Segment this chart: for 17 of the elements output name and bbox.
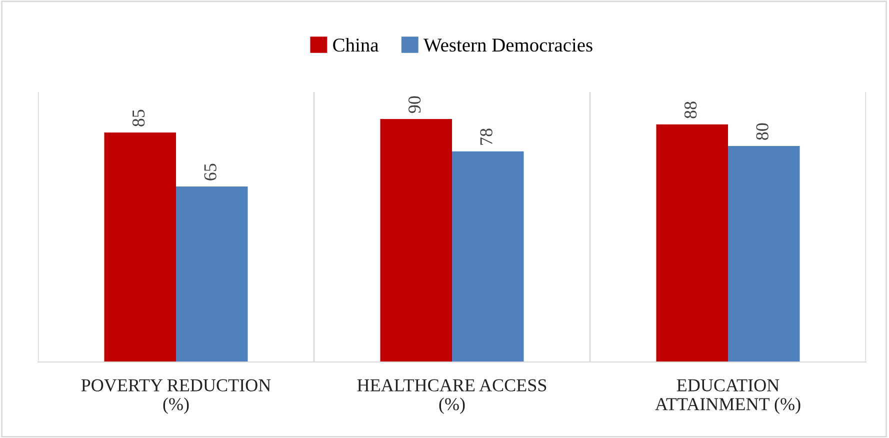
data-label: 90 bbox=[408, 96, 421, 114]
x-tick-label: HEALTHCARE ACCESS (%) bbox=[357, 379, 546, 414]
x-tick-label: POVERTY REDUCTION (%) bbox=[81, 379, 271, 414]
bar bbox=[728, 146, 800, 362]
legend-label: China bbox=[333, 38, 378, 52]
data-label: 88 bbox=[684, 102, 697, 118]
x-tick-label: EDUCATION ATTAINMENT (%) bbox=[655, 379, 800, 414]
legend-label: Western Democracies bbox=[424, 38, 592, 52]
data-label: 85 bbox=[132, 110, 145, 126]
bar bbox=[380, 119, 452, 362]
bar bbox=[176, 186, 248, 362]
bar bbox=[656, 124, 728, 362]
data-label: 80 bbox=[756, 123, 768, 140]
data-label: 65 bbox=[204, 164, 216, 180]
bar bbox=[452, 151, 524, 362]
bar bbox=[104, 132, 176, 362]
data-label: 78 bbox=[480, 128, 492, 145]
